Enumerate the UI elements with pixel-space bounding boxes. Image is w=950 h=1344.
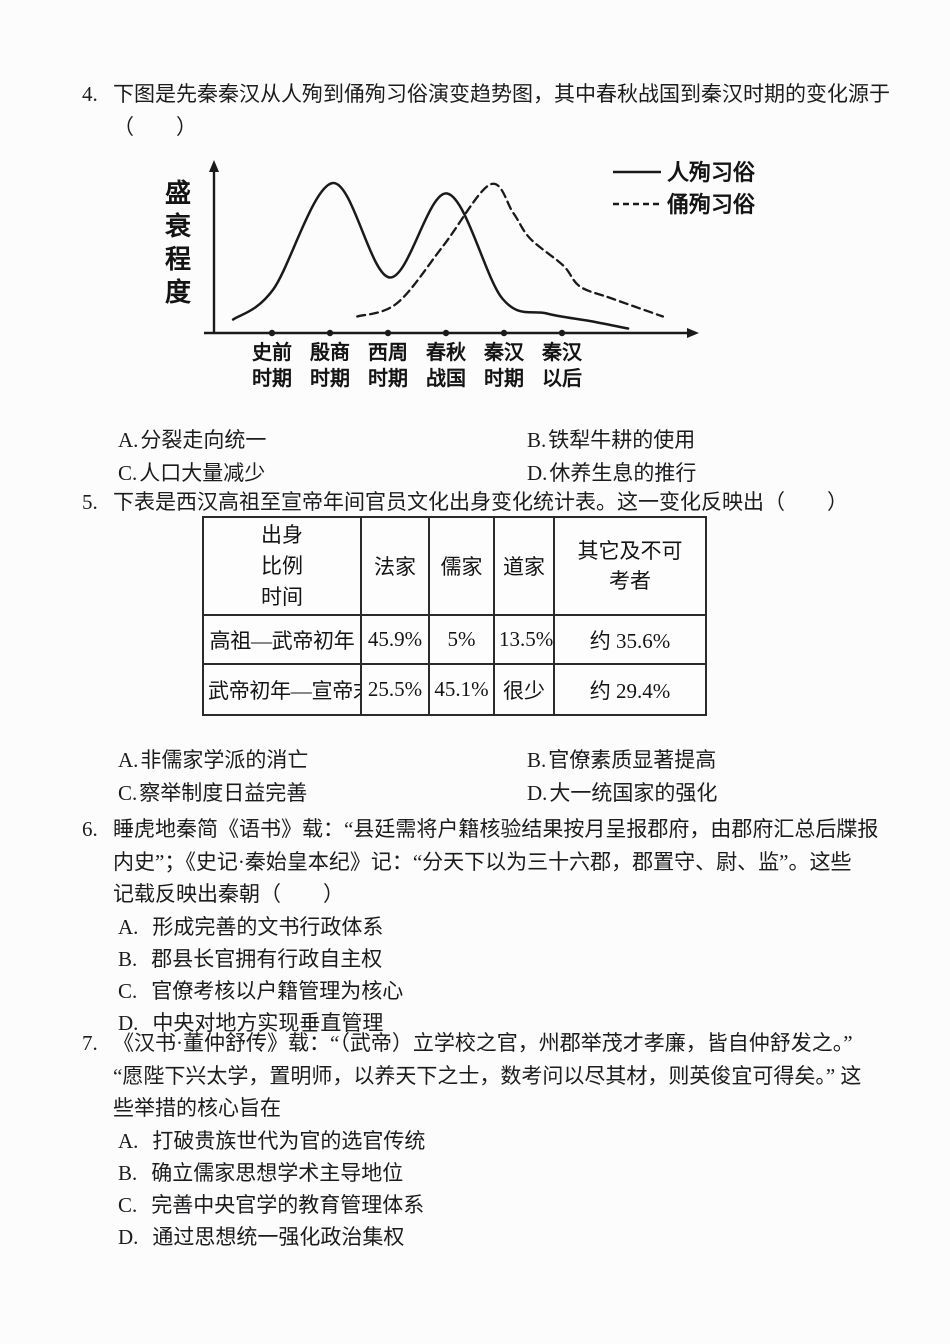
x-category-label: 秦汉	[483, 340, 525, 364]
legend-label: 俑殉习俗	[667, 192, 756, 217]
y-axis-label: 盛	[165, 178, 191, 208]
answer-blank: （ ）	[113, 115, 197, 139]
question-number: 7.	[82, 1031, 98, 1055]
legend-label: 人殉习俗	[667, 160, 756, 185]
stats-table: 出身 比例 时间 法家 儒家 道家 其它及不可考者 高祖—武帝初年 45.9% …	[202, 516, 707, 716]
table-header-daojia: 道家	[493, 516, 555, 616]
question-stem: 下表是西汉高祖至宣帝年间官员文化出身变化统计表。这一变化反映出（ ）	[113, 490, 848, 514]
table-corner-cell: 出身 比例 时间	[202, 516, 362, 616]
option-a: A.分裂走向统一	[118, 428, 267, 452]
y-axis-label: 度	[165, 277, 191, 307]
option-b: B. 郡县长官拥有行政自主权	[118, 946, 383, 971]
x-category-label: 史前	[252, 340, 292, 364]
question-number: 5.	[82, 490, 98, 514]
option-c: C. 官僚考核以户籍管理为核心	[118, 978, 404, 1003]
question-5-options: A.非儒家学派的消亡 B.官僚素质显著提高 C.察举制度日益完善 D.大一统国家…	[118, 744, 878, 810]
table-header-rujia: 儒家	[428, 516, 495, 616]
axis-tick	[326, 329, 334, 337]
option-d: D.休养生息的推行	[527, 461, 697, 485]
x-category-label: 以后	[542, 367, 582, 390]
axis-tick	[442, 329, 450, 337]
table-header-fajia: 法家	[360, 516, 430, 616]
x-category-label: 时期	[252, 367, 292, 390]
option-a: A. 形成完善的文书行政体系	[118, 914, 384, 939]
x-category-label: 西周	[368, 342, 408, 364]
x-axis-arrow-icon	[687, 328, 699, 338]
x-category-label: 战国	[426, 367, 466, 390]
x-category-label: 春秋	[425, 340, 467, 364]
table-row: 高祖—武帝初年 45.9% 5% 13.5% 约 35.6%	[202, 614, 707, 665]
axis-tick	[500, 329, 508, 337]
option-b: B.官僚素质显著提高	[527, 748, 717, 772]
x-category-label: 时期	[484, 367, 524, 390]
question-stem: 睡虎地秦简《语书》载：“县廷需将户籍核验结果按月呈报郡府，由郡府汇总后牒报	[113, 817, 879, 841]
y-axis-label: 程	[165, 244, 191, 274]
question-4: 4. 下图是先秦秦汉从人殉到俑殉习俗演变趋势图，其中春秋战国到秦汉时期的变化源于…	[82, 78, 890, 144]
x-category-label: 时期	[310, 367, 350, 390]
axis-tick	[384, 329, 392, 337]
y-axis-arrow-icon	[209, 160, 219, 172]
question-5: 5. 下表是西汉高祖至宣帝年间官员文化出身变化统计表。这一变化反映出（ ）	[82, 486, 848, 519]
option-c: C. 完善中央官学的教育管理体系	[118, 1192, 425, 1217]
y-axis-label: 衰	[164, 211, 192, 241]
option-d: D. 通过思想统一强化政治集权	[118, 1224, 405, 1249]
question-stem: 内史”；《史记·秦始皇本纪》记：“分天下以为三十六郡，郡置守、尉、监”。这些	[113, 849, 852, 874]
x-category-label: 殷商	[310, 340, 350, 364]
x-category-label: 秦汉	[541, 340, 583, 364]
question-4-options: A.分裂走向统一 B.铁犁牛耕的使用 C.人口大量减少 D.休养生息的推行	[118, 424, 878, 490]
question-stem: 些举措的核心旨在	[113, 1096, 281, 1120]
question-stem: “愿陛下兴太学，置明师，以养天下之士，数考问以尽其材，则英俊宜可得矣。” 这	[113, 1063, 862, 1088]
series-line-1	[231, 181, 630, 330]
option-b: B. 确立儒家思想学术主导地位	[118, 1160, 404, 1185]
question-7-options: A. 打破贵族世代为官的选官传统 B. 确立儒家思想学术主导地位 C. 完善中央官学的…	[118, 1125, 861, 1253]
option-c: C.察举制度日益完善	[118, 781, 308, 805]
option-b: B.铁犁牛耕的使用	[527, 428, 696, 452]
question-stem: 记载反映出秦朝（ ）	[113, 882, 344, 906]
question-6-options: A. 形成完善的文书行政体系 B. 郡县长官拥有行政自主权 C. 官僚考核以户籍管理为…	[118, 911, 878, 1039]
option-c: C.人口大量减少	[118, 461, 266, 485]
question-7: 7. 《汉书·董仲舒传》载：“（武帝）立学校之官，州郡举茂才孝廉，皆自仲舒发之。…	[82, 1027, 861, 1253]
axis-tick	[558, 329, 566, 337]
question-6: 6. 睡虎地秦简《语书》载：“县廷需将户籍核验结果按月呈报郡府，由郡府汇总后牒报…	[82, 813, 878, 1039]
axis-tick	[268, 329, 276, 337]
x-category-label: 时期	[368, 367, 408, 390]
question-stem: 下图是先秦秦汉从人殉到俑殉习俗演变趋势图，其中春秋战国到秦汉时期的变化源于	[113, 82, 890, 106]
option-a: A.非儒家学派的消亡	[118, 748, 309, 772]
option-a: A. 打破贵族世代为官的选官传统	[118, 1128, 426, 1153]
question-stem: 《汉书·董仲舒传》载：“（武帝）立学校之官，州郡举茂才孝廉，皆自仲舒发之。”	[113, 1031, 853, 1055]
question-number: 4.	[82, 82, 98, 106]
option-d: D.大一统国家的强化	[527, 781, 718, 805]
question-number: 6.	[82, 817, 98, 841]
table-header-other: 其它及不可考者	[553, 516, 707, 616]
trend-chart: 盛衰程度史前 时期 殷商 时期 西周 时期 春秋 战国 秦汉 时期 秦汉 以后 人殉习俗 俑殉习俗	[150, 156, 810, 408]
table-row: 武帝初年—宣帝末年 25.5% 45.1% 很少 约 29.4%	[202, 663, 707, 716]
option-d: D. 中央对地方实现垂直管理	[118, 1010, 384, 1035]
